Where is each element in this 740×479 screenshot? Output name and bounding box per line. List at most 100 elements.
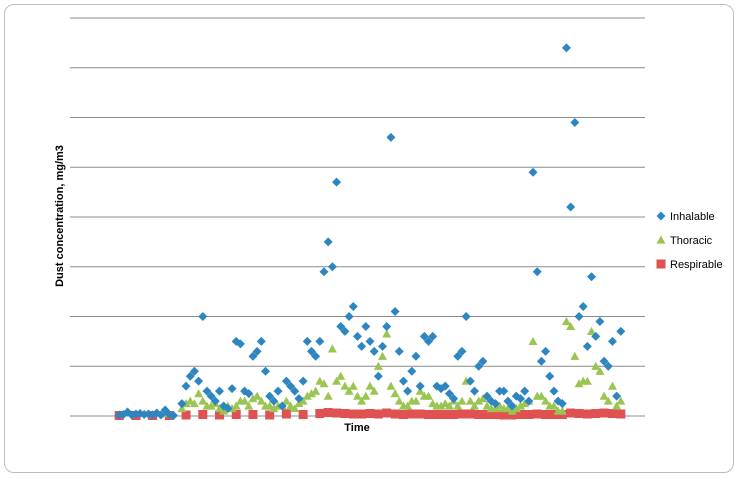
inhalable-point: [248, 351, 258, 361]
inhalable-point: [382, 321, 392, 331]
inhalable-point: [599, 356, 609, 366]
inhalable-point: [461, 312, 471, 321]
thoracic-point: [344, 386, 354, 395]
thoracic-point: [352, 391, 362, 400]
inhalable-point: [570, 117, 580, 127]
thoracic-point: [231, 401, 241, 410]
inhalable-point: [302, 336, 312, 346]
thoracic-point: [336, 371, 346, 380]
respirable-point: [599, 408, 609, 418]
thoracic-point: [369, 386, 379, 395]
thoracic-point: [357, 396, 367, 405]
inhalable-point: [582, 341, 592, 351]
thoracic-point: [302, 391, 312, 400]
thoracic-point: [444, 401, 454, 410]
thoracic-point: [528, 336, 538, 345]
thoracic-point: [582, 376, 592, 385]
inhalable-point: [528, 167, 538, 177]
inhalable-point: [319, 267, 329, 277]
inhalable-point: [156, 410, 166, 420]
inhalable-point: [515, 394, 525, 404]
inhalable-point: [269, 396, 279, 406]
inhalable-point: [587, 272, 597, 282]
inhalable-point: [306, 346, 316, 356]
thoracic-point: [561, 316, 571, 326]
thoracic-point: [570, 351, 580, 360]
inhalable-point: [215, 386, 225, 396]
thoracic-point: [511, 404, 521, 413]
inhalable-point: [273, 386, 283, 396]
gridlines: [70, 17, 645, 417]
thoracic-point: [607, 381, 617, 390]
respirable-point: [507, 410, 517, 420]
thoracic-point: [332, 376, 342, 385]
thoracic-point: [290, 404, 300, 413]
inhalable-point: [411, 351, 421, 361]
thoracic-point: [361, 391, 371, 400]
inhalable-point: [419, 331, 429, 341]
inhalable-point: [361, 321, 371, 331]
respirable-point: [315, 409, 325, 419]
inhalable-legend-marker: [656, 211, 666, 221]
thoracic-point: [424, 391, 434, 400]
inhalable-point: [210, 396, 220, 406]
thoracic-point: [298, 396, 308, 405]
thoracic-point: [591, 361, 601, 370]
inhalable-point: [499, 386, 509, 396]
thoracic-point: [599, 391, 609, 400]
thoracic-point: [378, 351, 388, 360]
respirable-point: [323, 408, 333, 418]
thoracic-point: [612, 401, 622, 410]
respirable-point: [357, 409, 367, 419]
respirable-point: [490, 410, 500, 420]
inhalable-point: [235, 339, 245, 349]
thoracic-point: [294, 399, 304, 408]
thoracic-point: [248, 394, 258, 403]
thoracic-point: [520, 399, 530, 408]
thoracic-point: [541, 396, 551, 405]
inhalable-point: [281, 376, 291, 386]
respirable-point: [398, 410, 408, 420]
thoracic-point: [470, 401, 480, 410]
respirable-point: [524, 410, 534, 420]
thoracic-point: [177, 404, 187, 413]
thoracic-point: [373, 361, 383, 370]
inhalable-point: [311, 351, 321, 361]
inhalable-point: [457, 346, 467, 356]
thoracic-point: [507, 406, 517, 415]
thoracic-point: [549, 401, 559, 410]
thoracic-point: [465, 396, 475, 405]
thoracic-point: [269, 404, 279, 413]
inhalable-point: [453, 351, 463, 361]
inhalable-point: [348, 302, 358, 312]
thoracic-point: [194, 389, 204, 398]
respirable-point: [616, 409, 626, 419]
inhalable-point: [189, 366, 199, 376]
respirable-point: [340, 409, 350, 419]
thoracic-point: [394, 396, 404, 405]
respirable-point: [265, 410, 275, 420]
thoracic-point: [189, 399, 199, 408]
thoracic-point: [457, 396, 467, 405]
thoracic-point: [244, 401, 254, 410]
thoracic-point: [206, 401, 216, 410]
thoracic-point: [415, 386, 425, 395]
respirable-point: [474, 410, 484, 420]
respirable-point: [532, 409, 542, 419]
inhalable-point: [206, 391, 216, 401]
inhalable-point: [256, 336, 266, 346]
inhalable-point: [194, 376, 204, 386]
thoracic-point: [453, 401, 463, 410]
thoracic-point: [382, 329, 392, 338]
thoracic-point: [348, 381, 358, 390]
respirable-point: [582, 409, 592, 419]
inhalable-point: [398, 376, 408, 386]
inhalable-point: [177, 399, 187, 409]
thoracic-legend-marker: [656, 235, 666, 244]
respirable-point: [231, 410, 241, 420]
inhalable-point: [490, 399, 500, 409]
inhalable-point: [260, 366, 270, 376]
thoracic-point: [603, 396, 613, 405]
inhalable-point: [403, 386, 413, 396]
